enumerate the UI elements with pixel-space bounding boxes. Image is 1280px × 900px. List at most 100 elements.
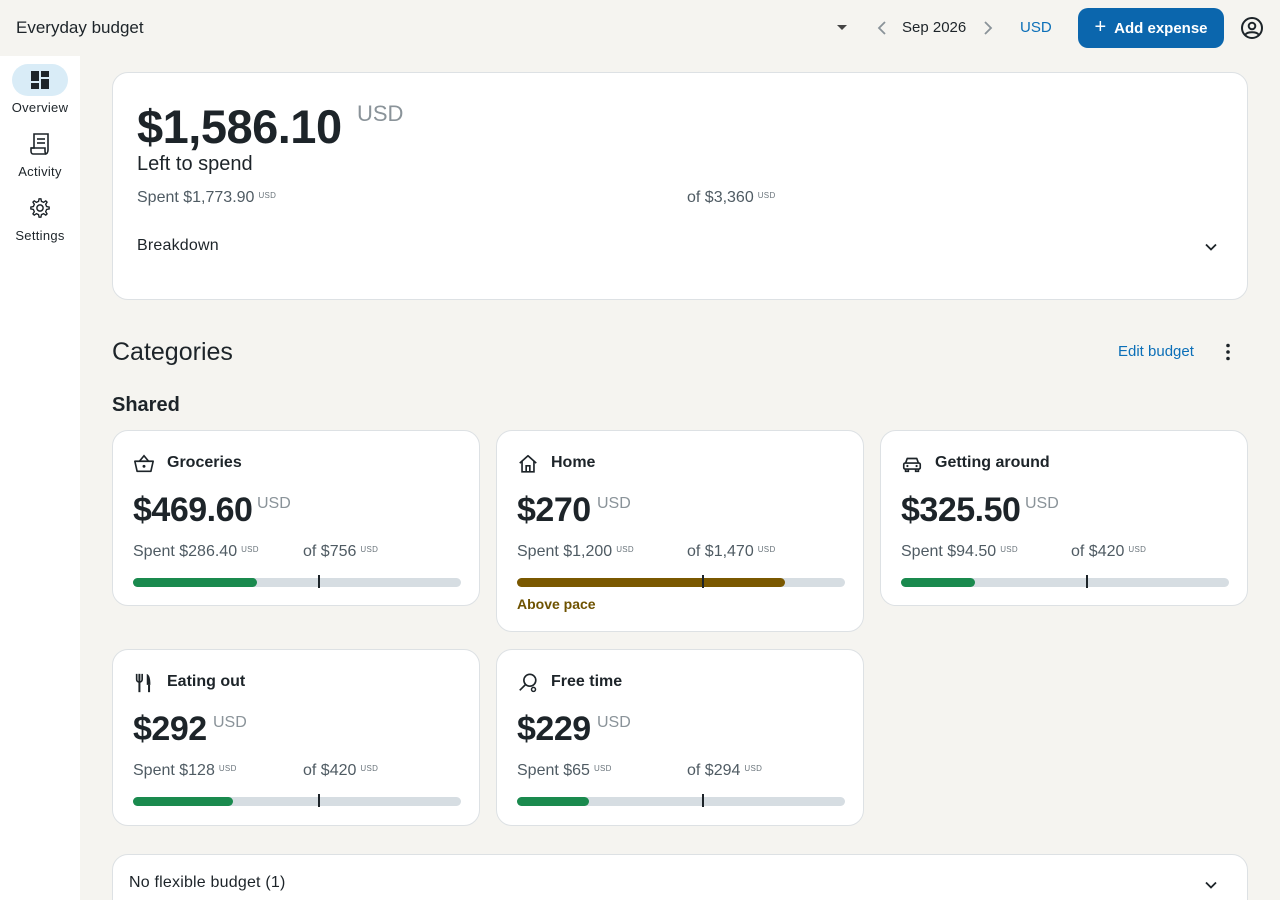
category-card-free-time[interactable]: Free time $229 USD Spent $65 USD of $294 U… [496,649,864,826]
category-budget-currency: USD [744,764,763,773]
sidebar: Overview Activity Settings [0,56,80,900]
category-progress-track [517,794,845,807]
category-left-amount: $325.50 [901,491,1021,529]
category-budget-text: of $294 [687,762,741,779]
top-bar: Everyday budget Sep 2026 USD + Add expen… [0,0,1280,56]
category-card-home[interactable]: Home $270 USD Spent $1,200 USD of $1,470 U… [496,430,864,632]
chevron-down-icon [1205,881,1217,889]
category-spent-text: Spent $286.40 [133,543,238,560]
category-progress-fill [133,797,234,806]
sidebar-item-label: Activity [18,164,62,179]
pace-status: Above pace [517,596,596,612]
total-budget-currency: USD [757,191,776,200]
category-budget-text: of $756 [303,543,357,560]
category-budget-currency: USD [757,545,776,554]
settings-icon [30,198,50,218]
total-spent-text: Spent $1,773.90 [137,189,255,206]
category-left-amount: $292 [133,710,207,748]
activity-icon [30,133,49,155]
category-progress-track [517,575,845,588]
category-card-groceries[interactable]: Groceries $469.60 USD Spent $286.40 USD o… [112,430,480,606]
account-button[interactable] [1240,16,1264,40]
previous-month-button[interactable] [872,18,892,38]
flexible-expand-button[interactable] [1201,875,1221,895]
category-name: Groceries [167,454,242,471]
category-spent: Spent $94.50 USD [901,543,1018,561]
category-left-amount: $270 [517,491,591,529]
category-card-getting-around[interactable]: Getting around $325.50 USD Spent $94.50 U… [880,430,1248,606]
category-progress-fill [517,578,785,587]
currency-selector[interactable]: USD [1020,19,1052,36]
chevron-down-icon [1205,243,1217,251]
category-budget: of $420 USD [1071,543,1146,561]
sidebar-item-overview[interactable]: Overview [0,64,80,115]
current-month: Sep 2026 [902,19,967,36]
overview-icon [31,71,49,89]
chevron-left-icon [877,21,886,35]
category-spent-currency: USD [593,764,612,773]
fork-knife-icon [135,673,151,693]
category-progress-track [133,575,461,588]
summary-currency: USD [357,101,404,126]
pace-marker [317,794,320,807]
category-budget-currency: USD [1128,545,1147,554]
sidebar-item-label: Overview [11,100,69,115]
home-icon [519,454,537,473]
category-left-amount: $469.60 [133,491,253,529]
add-expense-label: Add expense [1114,19,1208,37]
category-spent-currency: USD [241,545,259,554]
category-spent-currency: USD [616,545,634,554]
category-progress-track [901,575,1229,588]
category-budget-currency: USD [360,545,379,554]
category-progress-fill [133,578,257,587]
category-progress-track [133,794,461,807]
total-spent: Spent $1,773.90 USD [137,189,276,207]
pace-marker [701,794,704,807]
category-name: Getting around [935,454,1050,471]
category-budget: of $420 USD [303,762,378,780]
categories-title: Categories [112,338,233,366]
budget-switcher-button[interactable] [832,18,852,38]
left-to-spend-amount: $1,586.10 [137,100,342,153]
category-spent-text: Spent $128 [133,762,215,779]
caret-down-icon [837,25,847,30]
budget-summary-card: $1,586.10 USD Left to spend Spent $1,773… [112,72,1248,300]
category-name: Eating out [167,673,246,690]
group-title-shared: Shared [112,394,180,416]
category-spent: Spent $128 USD [133,762,237,780]
category-budget: of $294 USD [687,762,762,780]
category-currency: USD [597,495,631,512]
basket-icon [134,454,154,473]
category-currency: USD [213,714,247,731]
category-name: Home [551,454,596,471]
free-time-icon [519,673,537,693]
pace-marker [701,575,704,588]
category-currency: USD [597,714,631,731]
sidebar-item-settings[interactable]: Settings [0,192,80,243]
edit-budget-link[interactable]: Edit budget [1118,343,1194,360]
pace-marker [1085,575,1088,588]
category-spent-text: Spent $94.50 [901,543,997,560]
no-flexible-budget-section[interactable]: No flexible budget (1) [112,854,1248,900]
category-currency: USD [257,495,291,512]
account-circle-icon [1241,17,1263,39]
breakdown-expand-button[interactable] [1201,237,1221,257]
add-expense-button[interactable]: + Add expense [1078,8,1224,48]
category-currency: USD [1025,495,1059,512]
category-budget: of $756 USD [303,543,378,561]
category-budget-text: of $420 [1071,543,1125,560]
total-budget: of $3,360 USD [687,189,776,207]
category-spent: Spent $1,200 USD [517,543,634,561]
category-left-amount: $229 [517,710,591,748]
next-month-button[interactable] [978,18,998,38]
car-icon [902,457,922,473]
category-name: Free time [551,673,623,690]
category-spent: Spent $65 USD [517,762,612,780]
category-card-eating-out[interactable]: Eating out $292 USD Spent $128 USD of $42… [112,649,480,826]
category-spent-currency: USD [218,764,237,773]
category-spent-text: Spent $65 [517,762,590,779]
active-indicator [12,64,68,96]
total-budget-text: of $3,360 [687,189,754,206]
sidebar-item-activity[interactable]: Activity [0,128,80,179]
more-options-button[interactable] [1218,342,1238,362]
